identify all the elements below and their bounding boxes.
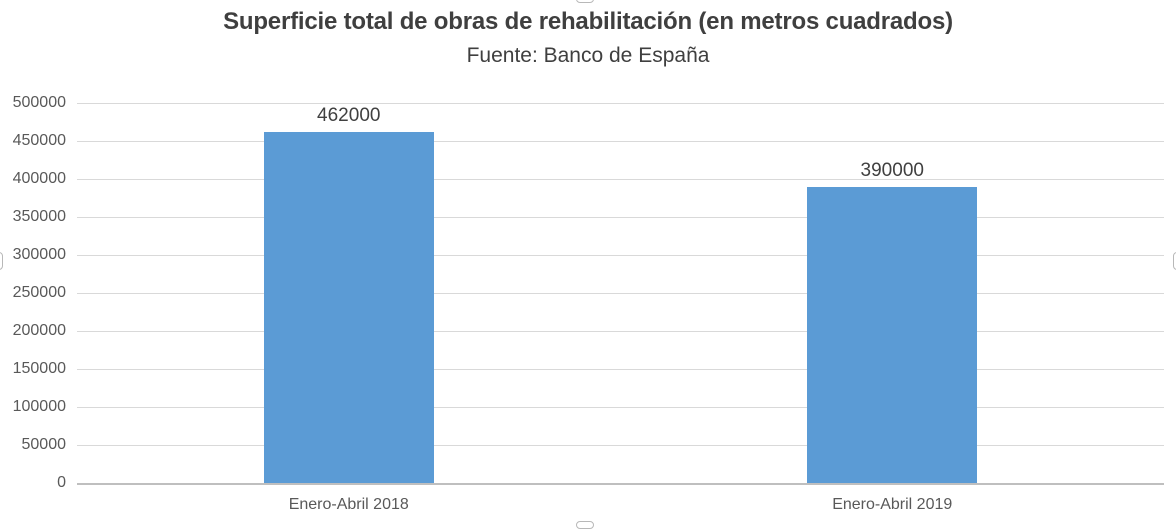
gridline bbox=[77, 330, 1164, 332]
gridline bbox=[77, 216, 1164, 218]
gridline bbox=[77, 444, 1164, 446]
y-axis-tick-label: 450000 bbox=[12, 132, 66, 149]
gridline bbox=[77, 140, 1164, 142]
x-axis-category-label: Enero-Abril 2019 bbox=[832, 496, 953, 513]
gridline bbox=[77, 292, 1164, 294]
y-axis-tick-label: 350000 bbox=[12, 208, 66, 225]
gridline bbox=[77, 406, 1164, 408]
gridline bbox=[77, 178, 1164, 180]
gridline bbox=[77, 102, 1164, 104]
y-axis-tick-label: 400000 bbox=[12, 170, 66, 187]
selection-handle-left[interactable] bbox=[0, 252, 3, 270]
y-axis-tick-label: 200000 bbox=[12, 322, 66, 339]
y-axis-tick-label: 500000 bbox=[12, 94, 66, 111]
y-axis-tick-label: 50000 bbox=[21, 436, 67, 453]
selection-handle-right[interactable] bbox=[1173, 252, 1176, 270]
bar[interactable] bbox=[263, 131, 434, 483]
y-axis-tick-label: 300000 bbox=[12, 246, 66, 263]
chart-title: Superficie total de obras de rehabilitac… bbox=[223, 8, 953, 35]
x-axis-line bbox=[77, 483, 1164, 485]
bar[interactable] bbox=[807, 186, 978, 483]
y-axis-tick-label: 150000 bbox=[12, 360, 66, 377]
y-axis-tick-label: 250000 bbox=[12, 284, 66, 301]
y-axis-tick-label: 0 bbox=[57, 474, 66, 491]
selection-handle-top[interactable] bbox=[576, 0, 594, 3]
chart-subtitle: Fuente: Banco de España bbox=[466, 44, 710, 67]
gridline bbox=[77, 254, 1164, 256]
gridline bbox=[77, 368, 1164, 370]
x-axis-category-label: Enero-Abril 2018 bbox=[288, 496, 409, 513]
y-axis-tick-label: 100000 bbox=[12, 398, 66, 415]
bar-data-label: 390000 bbox=[860, 159, 924, 181]
bar-data-label: 462000 bbox=[317, 104, 381, 126]
selection-handle-bottom[interactable] bbox=[576, 521, 594, 529]
